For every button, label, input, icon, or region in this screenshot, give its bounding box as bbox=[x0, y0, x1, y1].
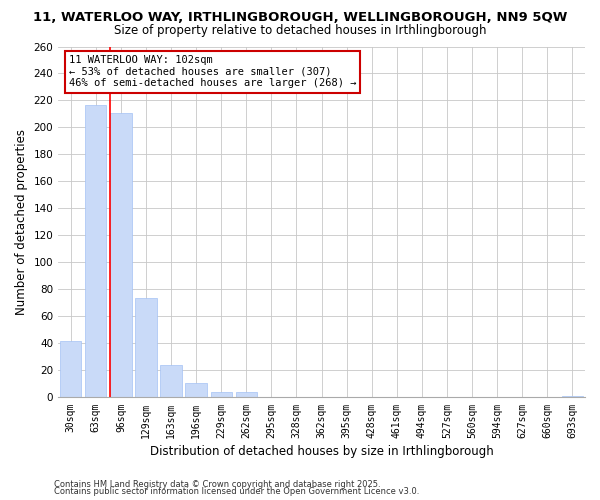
Text: Contains HM Land Registry data © Crown copyright and database right 2025.: Contains HM Land Registry data © Crown c… bbox=[54, 480, 380, 489]
Text: 11 WATERLOO WAY: 102sqm
← 53% of detached houses are smaller (307)
46% of semi-d: 11 WATERLOO WAY: 102sqm ← 53% of detache… bbox=[69, 56, 356, 88]
Bar bbox=[562, 396, 583, 398]
Bar bbox=[160, 365, 182, 398]
Y-axis label: Number of detached properties: Number of detached properties bbox=[15, 129, 28, 315]
Bar bbox=[136, 298, 157, 398]
Text: 11, WATERLOO WAY, IRTHLINGBOROUGH, WELLINGBOROUGH, NN9 5QW: 11, WATERLOO WAY, IRTHLINGBOROUGH, WELLI… bbox=[33, 11, 567, 24]
Text: Contains public sector information licensed under the Open Government Licence v3: Contains public sector information licen… bbox=[54, 488, 419, 496]
Bar bbox=[236, 392, 257, 398]
Bar bbox=[85, 104, 106, 398]
Bar bbox=[211, 392, 232, 398]
X-axis label: Distribution of detached houses by size in Irthlingborough: Distribution of detached houses by size … bbox=[150, 444, 493, 458]
Text: Size of property relative to detached houses in Irthlingborough: Size of property relative to detached ho… bbox=[114, 24, 486, 37]
Bar bbox=[110, 112, 131, 398]
Bar bbox=[60, 341, 82, 398]
Bar bbox=[185, 382, 207, 398]
